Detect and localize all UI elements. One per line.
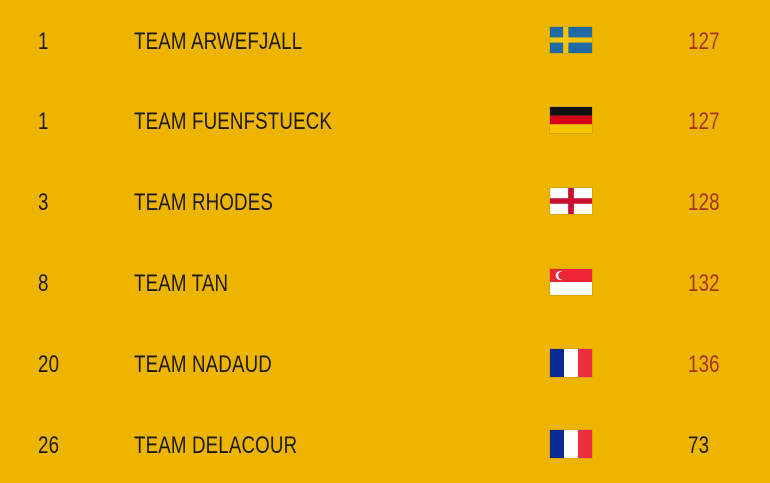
team-name: TEAM DELACOUR bbox=[134, 432, 298, 459]
sweden-flag-icon bbox=[549, 26, 593, 54]
score: 136 bbox=[688, 351, 720, 378]
score: 128 bbox=[688, 189, 720, 216]
rank: 1 bbox=[38, 28, 49, 55]
leaderboard-row[interactable]: 3 TEAM RHODES 128 bbox=[0, 181, 770, 221]
germany-flag-icon bbox=[549, 106, 593, 134]
team-name: TEAM FUENFSTUECK bbox=[134, 108, 333, 135]
rank: 20 bbox=[38, 351, 60, 378]
leaderboard-row[interactable]: 20 TEAM NADAUD 136 bbox=[0, 343, 770, 383]
team-name: TEAM NADAUD bbox=[134, 351, 272, 378]
score: 127 bbox=[688, 108, 720, 135]
france-flag-icon bbox=[549, 429, 593, 459]
rank: 3 bbox=[38, 189, 49, 216]
rank: 8 bbox=[38, 270, 49, 297]
singapore-flag-icon bbox=[549, 268, 593, 296]
rank: 1 bbox=[38, 108, 49, 135]
leaderboard-row[interactable]: 1 TEAM FUENFSTUECK 127 bbox=[0, 100, 770, 140]
france-flag-icon bbox=[549, 348, 593, 378]
score: 127 bbox=[688, 28, 720, 55]
leaderboard-row[interactable]: 8 TEAM TAN 132 bbox=[0, 262, 770, 302]
leaderboard-row[interactable]: 1 TEAM ARWEFJALL 127 bbox=[0, 20, 770, 60]
leaderboard-row[interactable]: 26 TEAM DELACOUR 73 bbox=[0, 424, 770, 464]
team-name: TEAM RHODES bbox=[134, 189, 274, 216]
england-flag-icon bbox=[549, 187, 593, 215]
team-name: TEAM ARWEFJALL bbox=[134, 28, 303, 55]
score: 73 bbox=[688, 432, 710, 459]
score: 132 bbox=[688, 270, 720, 297]
rank: 26 bbox=[38, 432, 60, 459]
team-name: TEAM TAN bbox=[134, 270, 229, 297]
